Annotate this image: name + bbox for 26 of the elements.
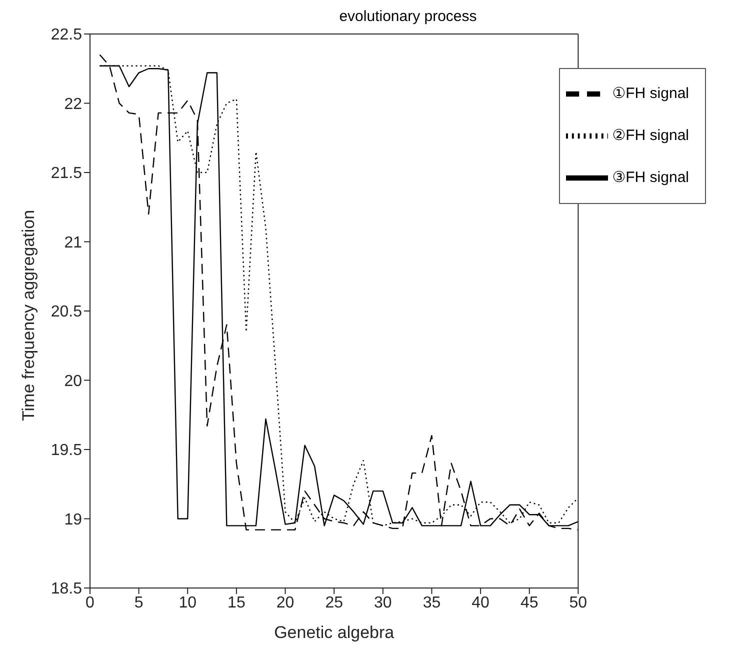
y-tick-label: 21 (64, 234, 82, 252)
x-tick-label: 40 (472, 594, 490, 612)
x-tick-label: 45 (520, 594, 538, 612)
x-tick-label: 5 (134, 594, 144, 612)
x-tick-label: 20 (276, 594, 294, 612)
chart-title: evolutionary process (338, 8, 478, 27)
y-tick-label: 22.5 (50, 26, 82, 44)
y-tick-label: 21.5 (50, 165, 82, 182)
x-axis-title: Genetic algebra (274, 623, 395, 642)
x-tick-label: 35 (422, 594, 441, 612)
x-tick-label: 30 (374, 594, 392, 612)
y-axis-title: Time frequency aggregation (19, 210, 38, 421)
x-tick-label: 25 (325, 594, 344, 612)
legend-label: ①FH signal (612, 84, 689, 102)
x-tick-label: 0 (86, 594, 95, 612)
x-tick-label: 15 (228, 594, 246, 612)
y-tick-label: 20.5 (50, 304, 82, 321)
x-tick-label: 10 (178, 594, 197, 612)
y-tick-label: 19 (64, 511, 82, 528)
y-tick-label: 19.5 (50, 442, 82, 460)
y-tick-label: 18.5 (50, 580, 82, 598)
legend-label: ③FH signal (612, 168, 689, 186)
x-tick-label: 50 (569, 594, 588, 612)
y-tick-label: 22 (64, 96, 82, 113)
legend-label: ②FH signal (612, 126, 689, 144)
y-tick-label: 20 (64, 372, 82, 390)
